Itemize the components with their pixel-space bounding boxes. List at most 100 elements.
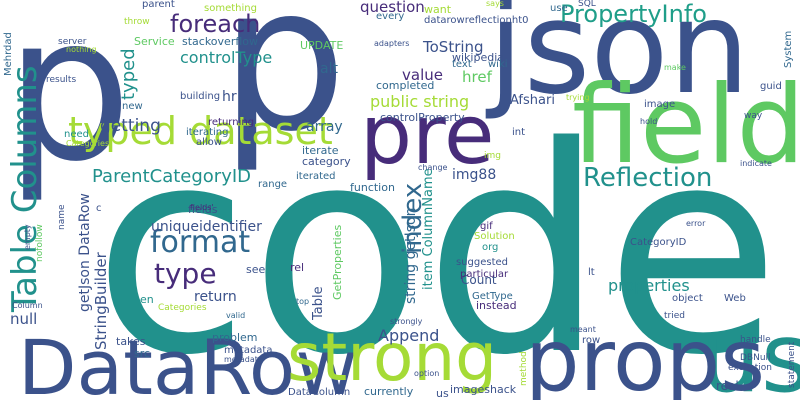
word: problem: [212, 331, 258, 344]
word: handle: [740, 335, 771, 345]
word: see: [246, 263, 266, 276]
word: lt: [588, 267, 595, 278]
word: way: [744, 111, 763, 121]
word: rel: [290, 261, 305, 274]
word: item ColumnName: [421, 168, 436, 290]
word: StringBuilder: [92, 252, 110, 350]
word: Table: [311, 286, 326, 320]
word: Service: [134, 35, 175, 48]
word: PropertyInfo: [560, 0, 707, 28]
word: says: [486, 0, 504, 8]
word: us: [436, 387, 449, 400]
word: trying: [566, 93, 590, 102]
word: guid: [760, 81, 782, 92]
word: hold: [640, 117, 658, 126]
word: ToString: [423, 38, 484, 56]
word: tried: [664, 311, 685, 321]
word: properties: [608, 276, 690, 295]
word: Append: [378, 326, 440, 345]
word: allow: [196, 137, 222, 148]
word: public string: [370, 92, 470, 111]
word: indicate: [740, 159, 772, 168]
word: controlProperty: [380, 111, 465, 124]
word: strong: [287, 319, 498, 396]
word: CategoryID: [630, 237, 687, 248]
word: e: [74, 53, 81, 64]
word: imageshack: [450, 383, 517, 396]
word: range: [258, 179, 288, 190]
word: using: [700, 302, 800, 400]
word: meant: [570, 325, 596, 334]
word: object: [672, 293, 703, 304]
word: Solution: [474, 231, 515, 242]
word: alt: [320, 61, 338, 77]
word: error: [686, 219, 706, 228]
word: Categories: [158, 303, 207, 313]
word: Column: [12, 301, 43, 310]
word: category: [302, 155, 351, 168]
word: System: [783, 30, 794, 68]
word: GetProperties: [331, 224, 344, 300]
word: use: [550, 3, 568, 14]
word: return: [194, 289, 237, 305]
word: text: [452, 59, 472, 70]
word: controlType: [180, 48, 273, 67]
word: instead: [476, 299, 517, 312]
word: image: [644, 99, 676, 110]
word: takes: [116, 335, 146, 348]
word: DataColumn: [288, 387, 351, 398]
word: p: [220, 0, 347, 176]
word: want: [424, 3, 452, 16]
word: typed: [118, 48, 139, 100]
word: name: [57, 204, 67, 230]
word: int: [512, 127, 526, 138]
word: option: [414, 369, 440, 378]
word: statement: [787, 341, 797, 388]
word: Count: [461, 273, 497, 287]
word: getJson DataRow: [77, 193, 93, 312]
word: something: [204, 3, 257, 14]
word: returning: [208, 117, 255, 128]
word: array: [306, 119, 343, 135]
word: org: [482, 242, 499, 253]
word: method: [519, 351, 529, 386]
word: SQL: [578, 0, 596, 9]
word: metadata: [224, 345, 273, 356]
word: Table Columns: [5, 65, 45, 312]
word: foreach: [170, 10, 261, 38]
word: type: [154, 257, 217, 290]
word: value: [402, 66, 443, 84]
word: field: [572, 63, 800, 188]
word: DBNull: [740, 353, 771, 363]
word: ParentCategoryID: [92, 166, 252, 187]
word: iterated: [296, 171, 336, 182]
word: metadata': [224, 355, 265, 364]
word: fields: [188, 203, 218, 216]
word: src: [134, 347, 151, 360]
word: Web: [724, 293, 746, 304]
word: server: [58, 37, 87, 47]
word: props: [525, 311, 766, 400]
word: adapters: [374, 39, 410, 48]
word: Reflection: [583, 163, 713, 193]
word: completed: [376, 79, 435, 92]
word: strongly: [390, 317, 423, 326]
word: iterating: [186, 127, 229, 138]
word: string getJson: [403, 207, 419, 305]
word: p: [5, 0, 132, 206]
word: uniqueidentifier: [151, 219, 262, 235]
word: currently: [364, 385, 414, 398]
word: make: [664, 63, 686, 72]
word: fields': [190, 203, 214, 212]
word: nofollow: [35, 224, 45, 262]
word: Afshari: [510, 93, 555, 108]
word: function: [350, 181, 395, 194]
word: gif: [480, 221, 493, 232]
word: href: [462, 68, 492, 86]
word: DataRow: [18, 323, 358, 400]
word: results: [46, 75, 77, 85]
word: particular: [460, 269, 509, 280]
word: null: [10, 310, 38, 328]
word: valid: [226, 311, 246, 320]
word: change: [418, 163, 448, 172]
